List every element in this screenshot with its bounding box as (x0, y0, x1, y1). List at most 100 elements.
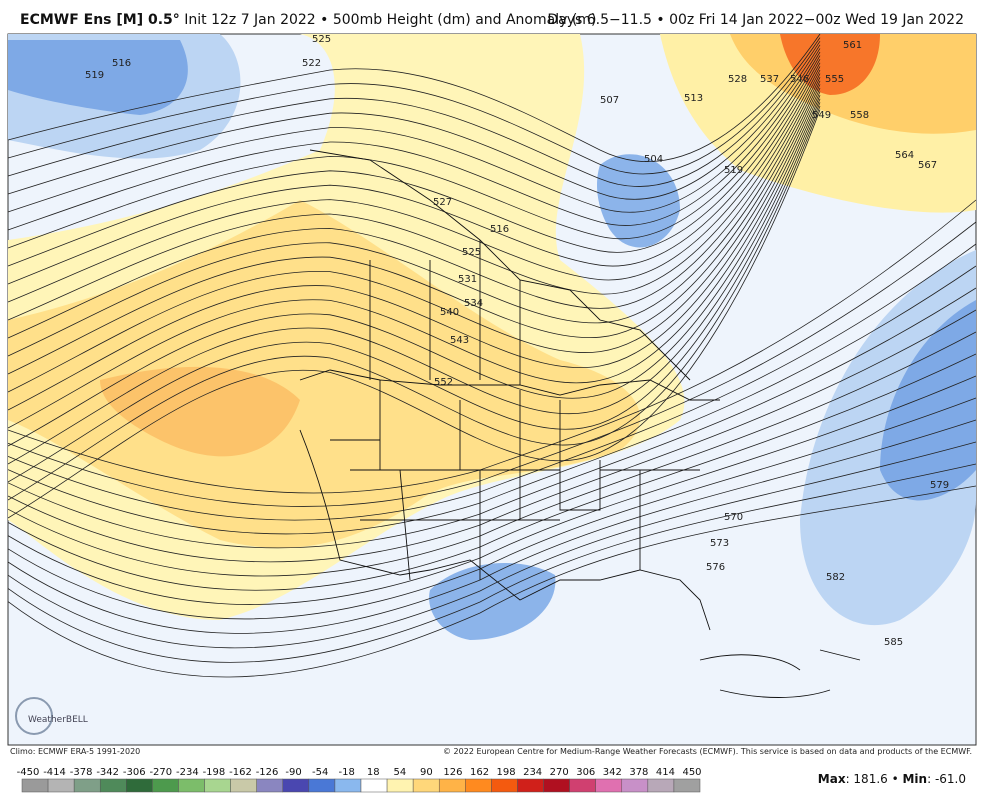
colorbar-label: 414 (656, 767, 675, 778)
colorbar-swatch (595, 778, 623, 793)
colorbar-swatch (47, 778, 75, 793)
contour-label: 519 (724, 165, 743, 176)
colorbar-label: -450 (17, 767, 40, 778)
colorbar-swatch (21, 778, 49, 793)
colorbar-label: 126 (443, 767, 462, 778)
contour-label: 513 (684, 93, 703, 104)
contour-label: 522 (302, 58, 321, 69)
logo: WeatherBELL (15, 697, 88, 735)
colorbar-swatch (360, 778, 388, 793)
contour-label: 546 (790, 74, 809, 85)
colorbar-label: -162 (229, 767, 252, 778)
contour-line (7, 69, 821, 321)
colorbar-label: 198 (497, 767, 516, 778)
colorbar-label: 450 (682, 767, 701, 778)
contour-line (7, 98, 821, 465)
contour-label: 555 (825, 74, 844, 85)
contour-label: 525 (462, 247, 481, 258)
stats: Max: 181.6 • Min: -61.0 (818, 772, 966, 786)
contour-label: 507 (600, 95, 619, 106)
contour-label: 564 (895, 150, 914, 161)
colorbar-swatch (569, 778, 596, 793)
contour-line (7, 37, 821, 175)
colorbar-label: 18 (367, 767, 380, 778)
colorbar-swatch (543, 778, 570, 793)
contour-label: 561 (843, 40, 862, 51)
colorbar-label: -234 (176, 767, 199, 778)
colorbar-label: -126 (256, 767, 279, 778)
stats-part: Max (817, 772, 846, 786)
contour-line (7, 55, 821, 249)
colorbar-label: 342 (603, 767, 622, 778)
colorbar-label: 306 (576, 767, 595, 778)
colorbar-swatch (282, 778, 310, 793)
contour-line (7, 51, 821, 231)
contour-label: 516 (112, 58, 131, 69)
contour-label: 525 (312, 34, 331, 45)
contour-label: 531 (458, 274, 477, 285)
title-rest: Init 12z 7 Jan 2022 • 500mb Height (dm) … (179, 12, 597, 28)
contour-line (7, 102, 821, 483)
colorbar-label: -342 (96, 767, 119, 778)
climo-note: Climo: ECMWF ERA-5 1991-2020 (10, 747, 141, 756)
colorbar-swatch (99, 778, 127, 793)
contour-line (7, 62, 821, 285)
colorbar-swatch (256, 778, 284, 793)
contour-line (7, 91, 821, 429)
contour-label: 573 (710, 538, 729, 549)
colorbar-swatch (647, 778, 675, 793)
anomaly-shading (8, 34, 976, 640)
contour-line (7, 59, 821, 267)
contour-label: 552 (434, 377, 453, 388)
colorbar-swatch (386, 778, 414, 793)
logo-text: WeatherBELL (28, 715, 88, 725)
colorbar-swatch (465, 778, 492, 793)
contour-line (7, 73, 821, 339)
colorbar-swatch (308, 778, 336, 793)
contour-label: 567 (918, 160, 937, 171)
title: ECMWF Ens [M] 0.5° Init 12z 7 Jan 2022 •… (20, 12, 596, 28)
contour-line (7, 109, 821, 519)
contour-label: 579 (930, 480, 949, 491)
stats-part: : -61.0 (927, 772, 966, 786)
colorbar-label: 54 (393, 767, 406, 778)
colorbar-swatch (178, 778, 205, 793)
colorbar-swatch (412, 778, 440, 793)
colorbar-label: -378 (70, 767, 93, 778)
political-borders (299, 149, 861, 698)
colorbar-label: -306 (123, 767, 146, 778)
contour-label: 516 (490, 224, 509, 235)
contour-label: 527 (433, 197, 452, 208)
contour-label: 504 (644, 154, 663, 165)
colorbar-swatch (438, 778, 466, 793)
contour-line (7, 463, 977, 663)
contour-line (7, 44, 821, 200)
contour-line (7, 40, 821, 187)
colorbar-label: -270 (149, 767, 172, 778)
contour-line (7, 105, 821, 501)
colorbar-label: -18 (339, 767, 355, 778)
contour-line (7, 33, 821, 162)
colorbar-swatch (491, 778, 518, 793)
contour-line (7, 441, 977, 649)
copyright: © 2022 European Centre for Medium-Range … (443, 747, 972, 756)
contour-line (7, 66, 821, 303)
valid-time: Days 6.5−11.5 • 00z Fri 14 Jan 2022−00z … (547, 12, 964, 28)
contour-label: 543 (450, 335, 469, 346)
colorbar: -450 -414 -378 -342 -306 -270 -234 -198 -162 -126… (17, 767, 702, 793)
colorbar-swatch (152, 778, 179, 793)
contour-label: 528 (728, 74, 747, 85)
colorbar-swatch (673, 778, 701, 793)
contour-labels: 519 516 525 522 507 513 504 528 537 546 555 561 549 5… (85, 34, 949, 648)
stats-part: Min (902, 772, 928, 786)
contour-label: 558 (850, 110, 869, 121)
colorbar-label: 162 (470, 767, 489, 778)
colorbar-swatch (204, 778, 231, 793)
stats-part: : 181.6 • (845, 772, 903, 786)
colorbar-label: -90 (285, 767, 301, 778)
contour-label: 585 (884, 637, 903, 648)
contour-label: 570 (724, 512, 743, 523)
colorbar-label: 90 (420, 767, 433, 778)
contour-line (7, 95, 821, 447)
